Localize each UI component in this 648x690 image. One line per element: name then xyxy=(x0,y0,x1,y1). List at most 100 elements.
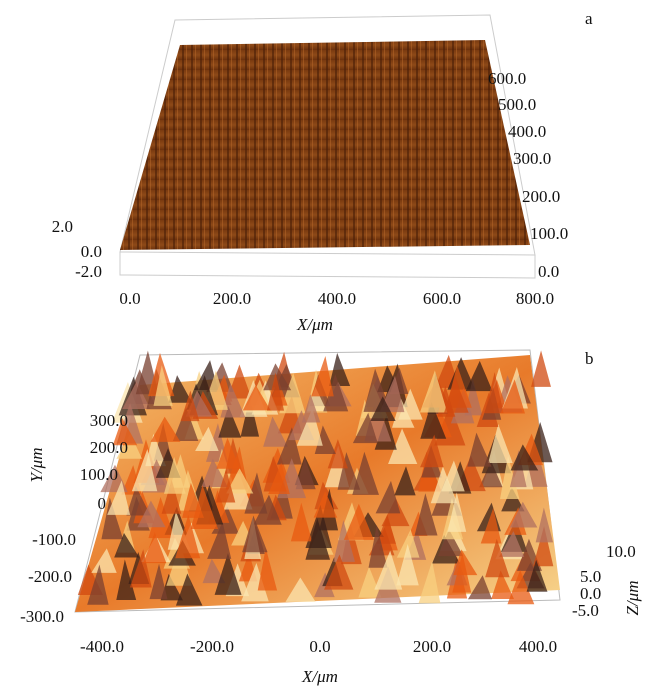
panel-label: a xyxy=(585,9,593,28)
y-tick-label: 500.0 xyxy=(498,95,536,114)
x-tick-label: 200.0 xyxy=(413,637,451,656)
texture xyxy=(467,432,492,467)
texture xyxy=(343,503,374,540)
texture xyxy=(314,425,336,455)
texture xyxy=(333,520,356,562)
texture xyxy=(263,363,292,391)
texture xyxy=(150,416,181,442)
texture xyxy=(479,461,503,488)
texture xyxy=(323,374,349,412)
texture xyxy=(253,494,282,525)
y-axis-title: Y/μm xyxy=(27,448,46,483)
texture xyxy=(488,424,513,464)
texture xyxy=(116,433,142,459)
texture xyxy=(112,417,138,446)
texture xyxy=(242,385,271,411)
texture xyxy=(337,452,361,490)
surface-a xyxy=(120,40,530,250)
texture xyxy=(214,553,242,595)
z-tick-label: 0.0 xyxy=(81,242,102,261)
x-tick-label: 400.0 xyxy=(318,289,356,308)
texture xyxy=(526,559,548,592)
texture xyxy=(122,381,151,409)
panel-b-frame xyxy=(74,349,561,613)
texture xyxy=(182,482,204,518)
texture xyxy=(465,360,493,392)
texture xyxy=(257,547,278,591)
surface-b xyxy=(75,350,560,612)
texture xyxy=(87,564,109,605)
z-axis-title: Z/μm xyxy=(623,581,642,616)
texture xyxy=(480,508,502,544)
texture xyxy=(444,377,469,413)
x-tick-label: 200.0 xyxy=(213,289,251,308)
texture xyxy=(313,491,338,518)
texture xyxy=(101,497,124,540)
y-tick-label: -300.0 xyxy=(20,607,64,626)
texture xyxy=(145,433,167,467)
texture xyxy=(207,521,232,559)
y-tick-label: 0 xyxy=(98,494,107,513)
z-tick-label: 10.0 xyxy=(606,542,636,561)
x-tick-label: 600.0 xyxy=(423,289,461,308)
texture xyxy=(226,468,254,494)
texture xyxy=(131,449,158,492)
texture xyxy=(418,560,441,604)
texture xyxy=(218,406,242,438)
texture xyxy=(295,457,316,490)
x-tick-label: 0.0 xyxy=(309,637,330,656)
texture xyxy=(91,548,117,573)
texture xyxy=(163,456,186,494)
texture xyxy=(175,573,203,606)
texture xyxy=(180,390,200,422)
texture xyxy=(116,559,137,600)
texture xyxy=(507,569,535,605)
y-tick-label: 400.0 xyxy=(508,122,546,141)
x-tick-label: -400.0 xyxy=(80,637,124,656)
texture xyxy=(241,562,269,602)
y-tick-label: 200.0 xyxy=(522,187,560,206)
x-tick-label: 0.0 xyxy=(119,289,140,308)
z-tick-label: 2.0 xyxy=(52,217,73,236)
texture xyxy=(509,501,538,528)
texture xyxy=(148,496,175,539)
texture xyxy=(266,372,285,411)
texture xyxy=(396,529,420,558)
z-tick-label: -2.0 xyxy=(75,262,102,281)
z-tick-label: 0.0 xyxy=(580,584,601,603)
x-tick-label: -200.0 xyxy=(190,637,234,656)
texture xyxy=(352,451,380,495)
texture xyxy=(467,575,493,600)
texture xyxy=(491,570,515,599)
texture xyxy=(394,466,416,496)
texture xyxy=(531,350,551,387)
texture xyxy=(420,434,444,468)
texture xyxy=(500,379,525,414)
texture xyxy=(149,563,168,600)
texture xyxy=(242,515,268,553)
texture xyxy=(195,426,219,452)
texture xyxy=(244,472,268,514)
texture xyxy=(290,502,313,542)
texture xyxy=(499,455,520,499)
texture xyxy=(202,558,226,584)
texture xyxy=(452,553,472,593)
texture xyxy=(388,428,418,465)
texture xyxy=(168,375,193,403)
texture xyxy=(352,412,378,444)
texture xyxy=(327,439,348,469)
y-tick-label: 200.0 xyxy=(90,438,128,457)
texture xyxy=(114,532,140,558)
texture xyxy=(358,566,382,598)
x-axis-title: X/μm xyxy=(301,667,338,686)
texture xyxy=(396,543,419,586)
y-tick-label: 300.0 xyxy=(513,149,551,168)
x-tick-label: 400.0 xyxy=(519,637,557,656)
z-tick-label: -5.0 xyxy=(572,601,599,620)
texture xyxy=(301,394,321,423)
x-tick-label: 800.0 xyxy=(516,289,554,308)
texture xyxy=(216,437,241,469)
texture xyxy=(510,444,539,471)
